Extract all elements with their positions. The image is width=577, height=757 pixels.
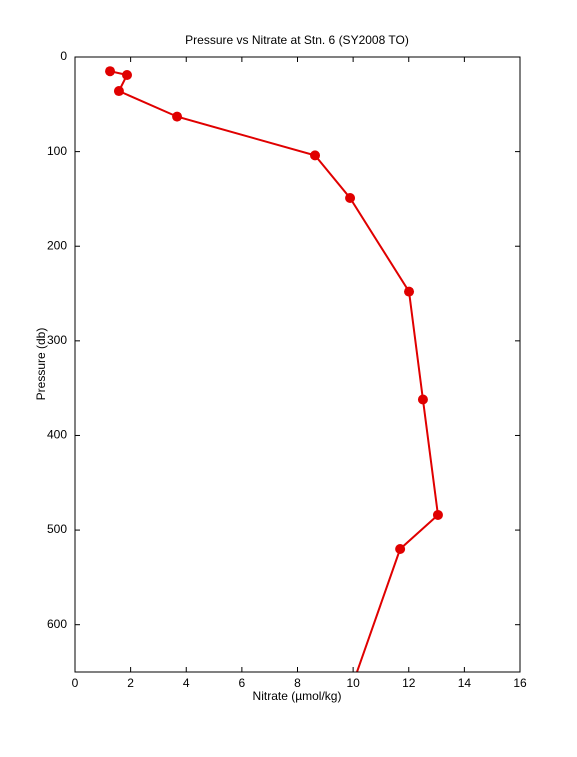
plot-area <box>105 66 443 672</box>
x-tick-label: 10 <box>346 676 360 690</box>
data-point <box>417 394 428 405</box>
data-line <box>109 70 440 672</box>
data-point <box>345 192 356 203</box>
y-tick-label: 200 <box>47 238 67 252</box>
y-tick-label: 0 <box>60 49 67 63</box>
data-point <box>404 286 415 297</box>
y-tick-label: 300 <box>47 333 67 347</box>
x-tick-label: 0 <box>72 676 79 690</box>
data-point <box>395 544 406 554</box>
y-axis-label: Pressure (db) <box>34 328 48 401</box>
x-tick-label: 14 <box>458 676 472 690</box>
data-point <box>432 509 443 520</box>
x-tick-label: 12 <box>402 676 416 690</box>
chart-title: Pressure vs Nitrate at Stn. 6 (SY2008 TO… <box>185 33 409 47</box>
data-point <box>122 69 133 80</box>
y-tick-label: 500 <box>47 522 67 536</box>
y-tick-label: 100 <box>47 144 67 158</box>
data-point <box>113 86 124 97</box>
data-point <box>310 150 321 161</box>
x-tick-label: 16 <box>513 676 527 690</box>
y-tick-label: 400 <box>47 428 67 442</box>
x-tick-label: 6 <box>239 676 246 690</box>
x-tick-label: 2 <box>127 676 134 690</box>
data-point <box>172 111 183 122</box>
y-tick-label: 600 <box>47 617 67 631</box>
x-axis-label: Nitrate (µmol/kg) <box>253 689 342 703</box>
axes-box <box>74 56 521 673</box>
x-tick-label: 4 <box>183 676 190 690</box>
data-point <box>105 66 116 77</box>
x-tick-label: 8 <box>294 676 301 690</box>
